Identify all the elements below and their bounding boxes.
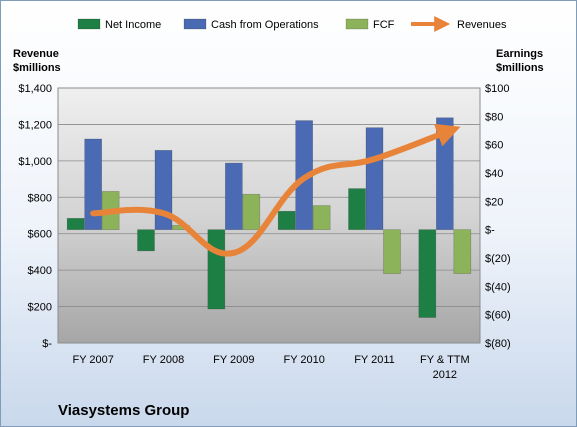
legend-label-fcf: FCF (373, 19, 395, 31)
right-tick-label: $(80) (485, 338, 511, 350)
net-income-bar (348, 188, 366, 230)
left-tick-label: $1,200 (18, 119, 52, 131)
left-tick-label: $400 (28, 265, 52, 277)
right-tick-label: $20 (485, 196, 503, 208)
x-tick-label: 2012 (433, 369, 457, 381)
net-income-bar (277, 210, 296, 230)
legend-label-net-income: Net Income (105, 19, 161, 31)
fcf-bar (383, 229, 401, 274)
x-tick-label: FY & TTM (420, 354, 470, 366)
revenues-line (90, 123, 461, 257)
left-tick-label: $- (42, 338, 52, 350)
fcf-bar (453, 229, 472, 274)
right-tick-label: $100 (485, 83, 509, 95)
right-tick-label: $40 (485, 168, 503, 180)
left-axis-title: Revenue (13, 48, 59, 60)
x-tick-label: FY 2009 (213, 354, 254, 366)
legend-label-cash-from-operations: Cash from Operations (211, 19, 319, 31)
net-income-bar (137, 229, 155, 252)
right-tick-label: $80 (485, 111, 503, 123)
x-tick-label: FY 2008 (143, 354, 184, 366)
left-axis-title-line2: $millions (13, 62, 61, 74)
left-tick-label: $1,000 (18, 156, 52, 168)
legend-swatch-net-income (77, 18, 101, 30)
right-tick-label: $(20) (485, 253, 511, 265)
right-tick-label: $(60) (485, 310, 511, 322)
x-tick-label: FY 2011 (354, 354, 395, 366)
fcf-bar (312, 205, 331, 230)
legend-swatch-cash-from-operations (183, 18, 207, 30)
net-income-bar (66, 218, 85, 230)
fcf-bar (242, 193, 261, 230)
legend-label-revenues: Revenues (457, 19, 507, 31)
right-axis-title-line2: $millions (496, 62, 544, 74)
cash-from-operations-bar (225, 162, 243, 230)
net-income-bar (207, 229, 226, 310)
net-income-bar (418, 229, 437, 318)
left-tick-label: $800 (28, 192, 52, 204)
cash-from-operations-bar (365, 127, 384, 230)
right-tick-label: $(40) (485, 281, 511, 293)
left-tick-label: $1,400 (18, 83, 52, 95)
right-tick-label: $- (485, 225, 495, 237)
x-tick-label: FY 2010 (283, 354, 324, 366)
legend-swatch-fcf (345, 18, 369, 30)
left-tick-label: $600 (28, 229, 52, 241)
x-tick-label: FY 2007 (72, 354, 113, 366)
left-tick-label: $200 (28, 302, 52, 314)
chart-title: Viasystems Group (58, 402, 189, 419)
cash-from-operations-bar (84, 138, 102, 230)
right-tick-label: $60 (485, 140, 503, 152)
right-axis-title: Earnings (496, 48, 543, 60)
